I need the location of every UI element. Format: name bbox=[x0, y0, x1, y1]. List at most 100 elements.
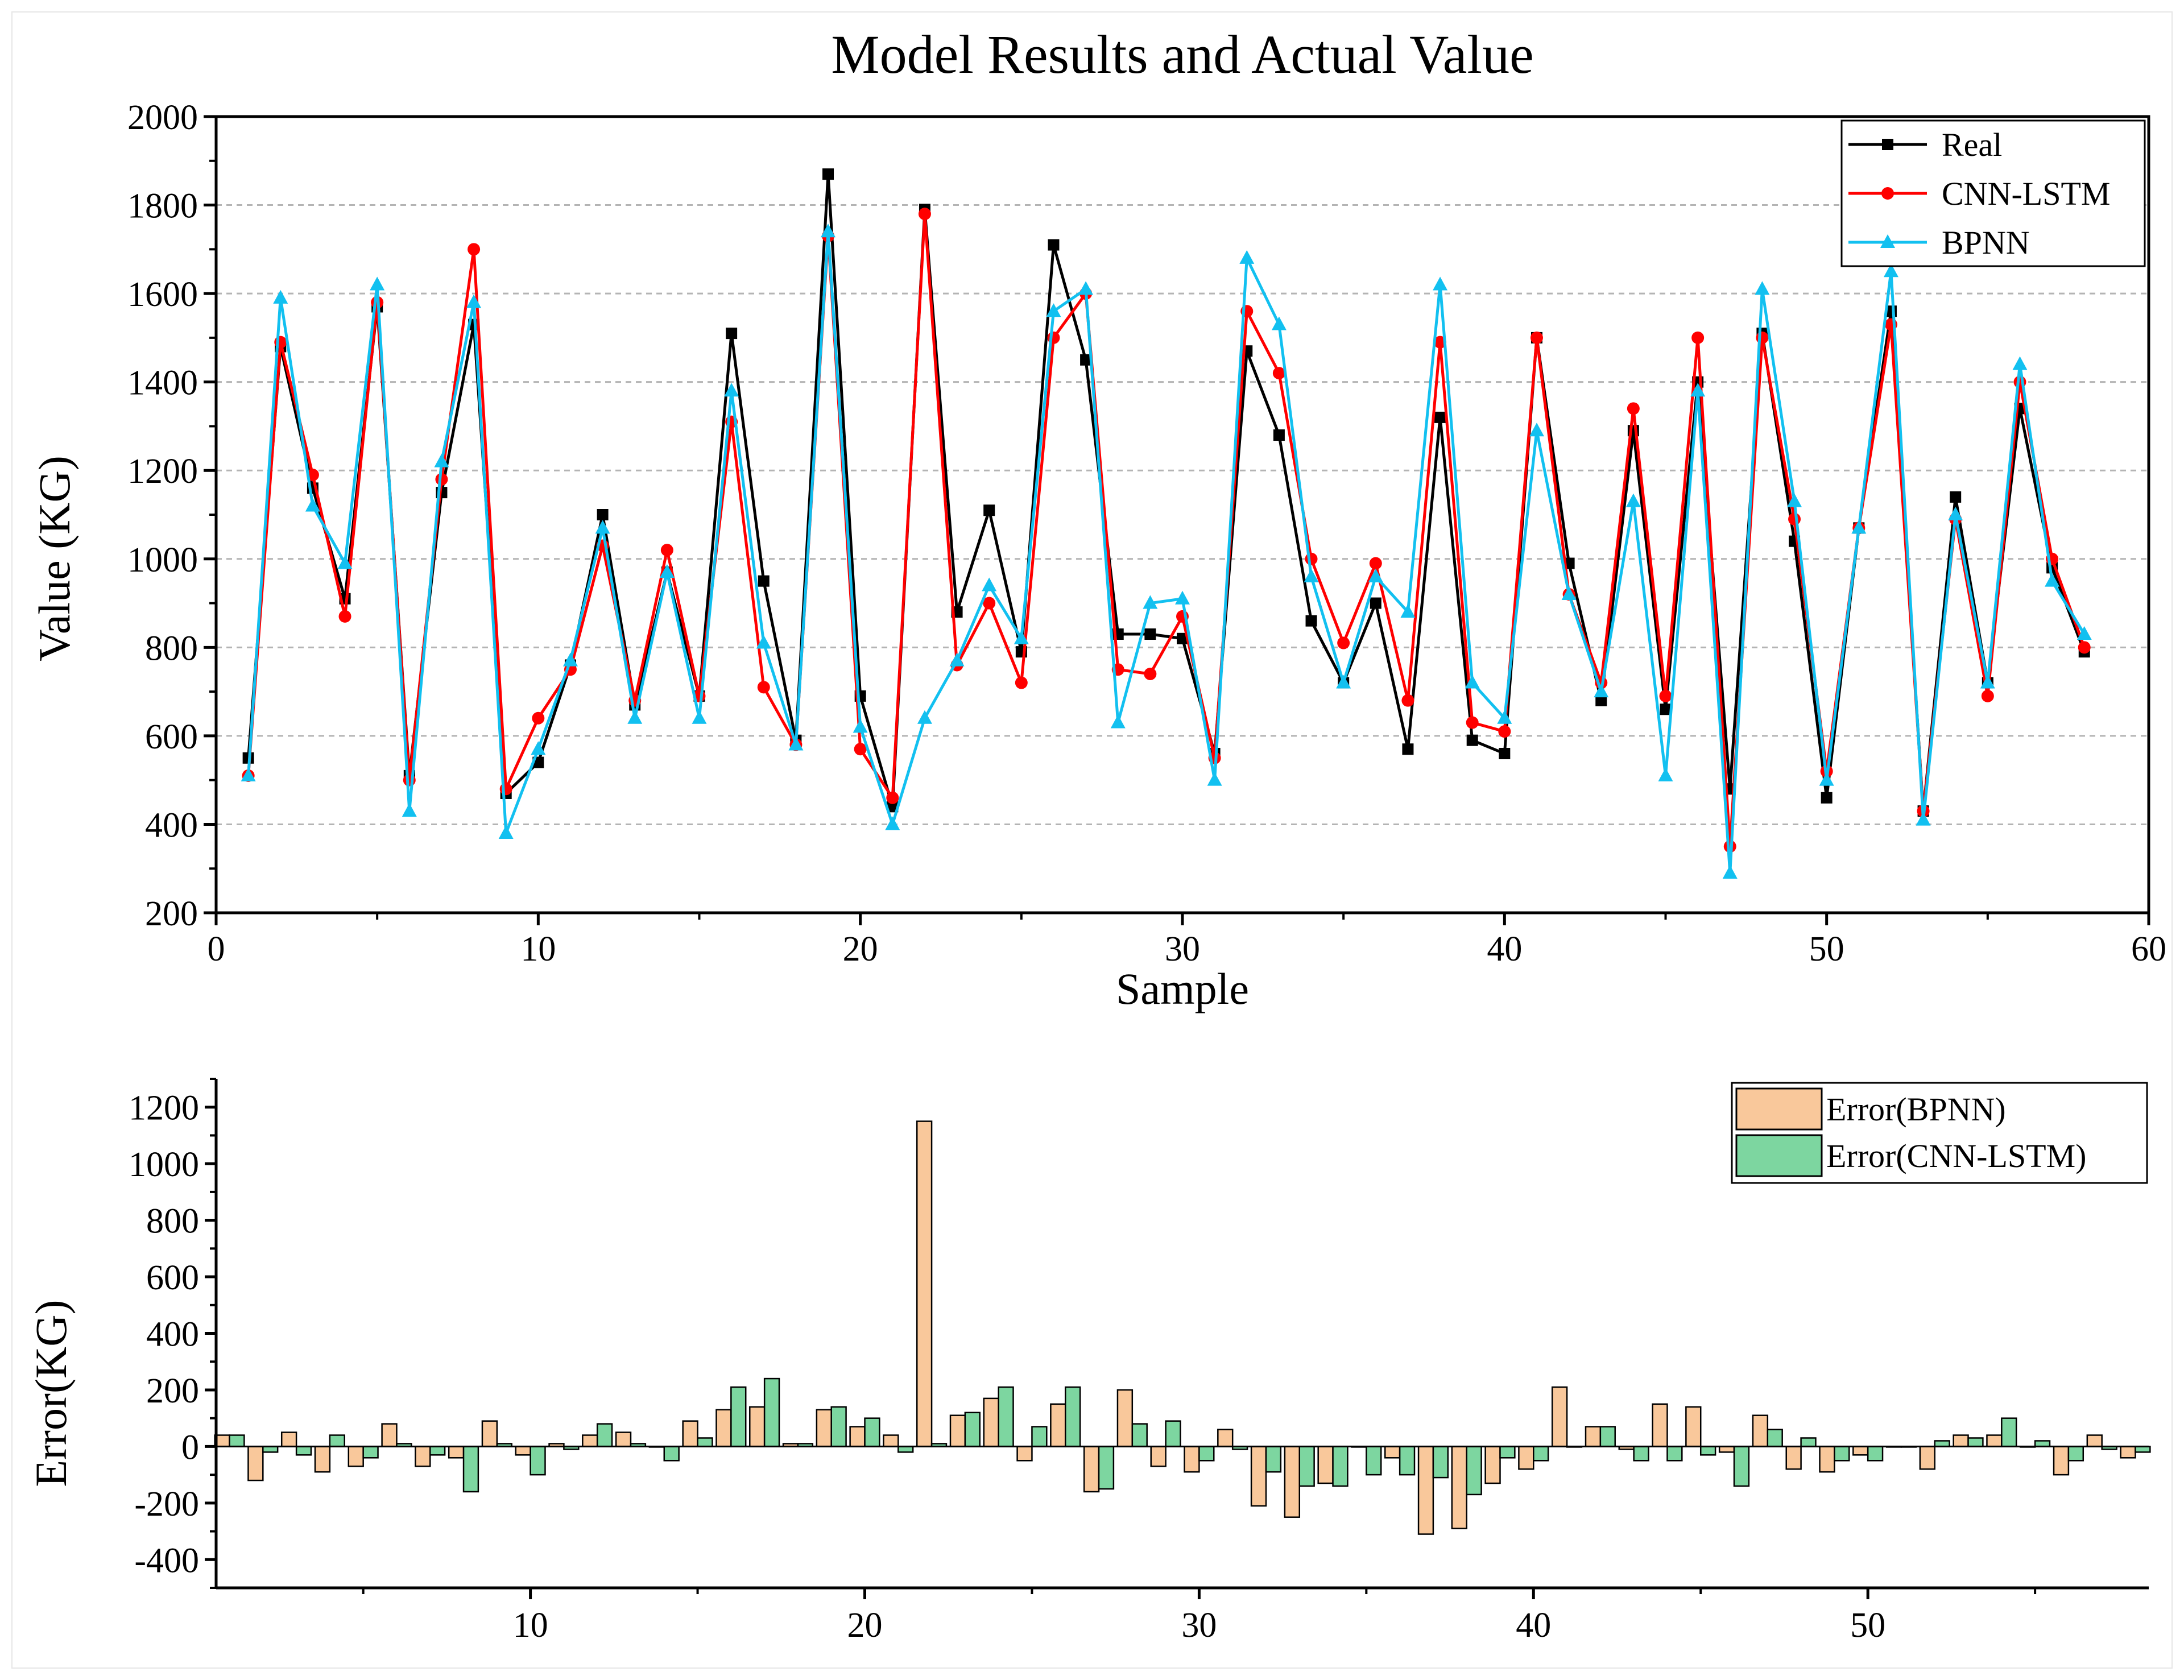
y-tick-label: 1000 bbox=[129, 1145, 199, 1184]
bar bbox=[295, 1446, 312, 1456]
bar bbox=[530, 1446, 546, 1476]
bar bbox=[1967, 1437, 1984, 1447]
bar bbox=[1551, 1386, 1568, 1447]
legend-swatch bbox=[1735, 1087, 1823, 1131]
series-bpnn bbox=[241, 224, 2092, 879]
data-point bbox=[562, 652, 578, 667]
bar bbox=[1466, 1446, 1482, 1496]
bar bbox=[730, 1386, 747, 1447]
x-tick-label: 50 bbox=[1809, 930, 1844, 969]
y-axis-title: Error(KG) bbox=[26, 1300, 76, 1487]
y-axis-title: Value (KG) bbox=[30, 456, 79, 661]
data-point bbox=[1046, 303, 1061, 317]
y-tick-label: 600 bbox=[146, 1259, 199, 1297]
data-point bbox=[1433, 276, 1448, 291]
data-point bbox=[468, 243, 481, 256]
bar bbox=[1399, 1446, 1416, 1476]
x-tick-label: 10 bbox=[513, 1606, 548, 1645]
legend: Real CNN-LSTM BPNN bbox=[1840, 119, 2146, 267]
series-real bbox=[242, 168, 2090, 817]
data-point bbox=[983, 597, 996, 610]
bar bbox=[1852, 1446, 1869, 1456]
bar bbox=[229, 1434, 245, 1447]
bar bbox=[715, 1409, 732, 1447]
bar bbox=[964, 1412, 981, 1447]
data-point bbox=[1659, 689, 1672, 702]
bar bbox=[2067, 1446, 2084, 1462]
bar bbox=[615, 1431, 632, 1447]
data-point bbox=[1658, 767, 1673, 781]
bar bbox=[1733, 1446, 1750, 1487]
bar bbox=[2086, 1434, 2103, 1447]
bar bbox=[682, 1420, 698, 1447]
data-point bbox=[1594, 684, 1609, 698]
data-point bbox=[1981, 689, 1994, 702]
bar bbox=[1198, 1446, 1215, 1462]
bar bbox=[1699, 1446, 1716, 1456]
bar bbox=[1599, 1426, 1616, 1447]
data-point bbox=[1273, 429, 1285, 441]
bar bbox=[1116, 1389, 1134, 1447]
line-chart: Model Results and Actual Value 200400600… bbox=[30, 24, 2166, 1013]
y-tick-label: 200 bbox=[146, 1372, 199, 1410]
data-point bbox=[1595, 694, 1607, 706]
bars-error-cnn-lstm bbox=[229, 1377, 2151, 1496]
data-point bbox=[1465, 675, 1480, 689]
data-point bbox=[1627, 402, 1640, 415]
bar bbox=[697, 1437, 713, 1447]
y-tick-label: -200 bbox=[134, 1485, 199, 1524]
data-point bbox=[466, 294, 482, 308]
data-point bbox=[532, 711, 545, 725]
data-point bbox=[1980, 675, 1995, 689]
data-point bbox=[2077, 626, 2092, 640]
y-tick-label: 800 bbox=[146, 1202, 199, 1241]
bar bbox=[1284, 1446, 1301, 1518]
bar bbox=[1016, 1446, 1033, 1462]
bar bbox=[1585, 1426, 1602, 1447]
bar bbox=[582, 1434, 598, 1447]
data-point bbox=[1691, 331, 1705, 344]
data-point bbox=[1690, 383, 1706, 397]
bar bbox=[1666, 1446, 1683, 1462]
data-point bbox=[692, 710, 707, 724]
data-point bbox=[1950, 491, 1962, 503]
bar bbox=[381, 1423, 398, 1447]
data-point bbox=[402, 803, 417, 817]
data-point bbox=[338, 610, 351, 623]
bar bbox=[596, 1423, 613, 1447]
data-point bbox=[1400, 604, 1416, 618]
bar bbox=[1484, 1446, 1501, 1484]
data-point bbox=[1015, 676, 1028, 689]
data-point bbox=[1497, 710, 1512, 724]
data-point bbox=[1625, 493, 1641, 507]
data-point bbox=[1916, 812, 1931, 826]
data-point bbox=[885, 816, 900, 830]
data-point bbox=[1078, 281, 1094, 295]
bar bbox=[983, 1397, 999, 1447]
data-point bbox=[1305, 552, 1318, 565]
x-tick-label: 60 bbox=[2131, 930, 2166, 969]
bar bbox=[830, 1406, 847, 1447]
bar bbox=[1298, 1446, 1315, 1487]
data-point bbox=[1207, 772, 1222, 786]
x-tick-label: 0 bbox=[208, 930, 225, 969]
bar bbox=[1165, 1420, 1181, 1447]
axes: 200 400 600 800 1000 1200 1400 1600 1800 2000 0 10 2… bbox=[127, 98, 2166, 969]
y-tick-label: 1800 bbox=[127, 187, 198, 226]
data-point bbox=[241, 767, 256, 781]
bar bbox=[1800, 1437, 1817, 1447]
data-point bbox=[788, 736, 804, 751]
bar bbox=[1098, 1446, 1115, 1490]
bar bbox=[1031, 1426, 1048, 1447]
bar bbox=[1834, 1446, 1850, 1462]
data-point bbox=[758, 575, 770, 587]
bar bbox=[1384, 1446, 1401, 1459]
bar bbox=[816, 1409, 832, 1447]
data-point bbox=[1048, 239, 1060, 251]
grid-lines bbox=[216, 204, 2149, 825]
data-point bbox=[2012, 356, 2028, 370]
bar bbox=[1518, 1446, 1534, 1470]
legend: Error(BPNN) Error(CNN-LSTM) bbox=[1731, 1082, 2148, 1184]
